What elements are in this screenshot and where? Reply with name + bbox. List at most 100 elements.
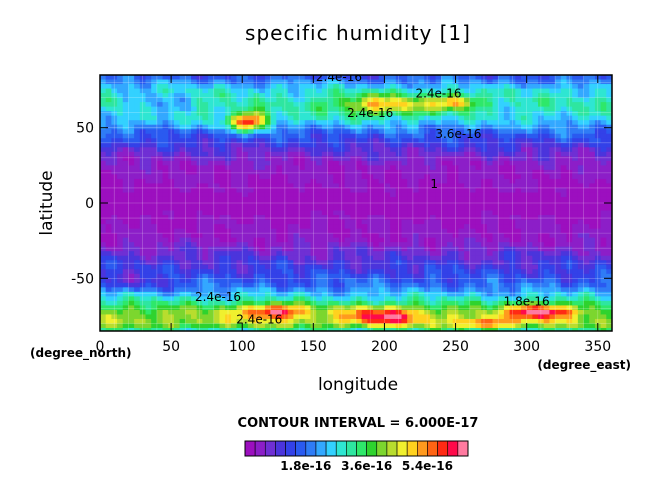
heatmap-cell xyxy=(577,224,585,230)
heatmap-cell xyxy=(378,219,386,225)
heatmap-cell xyxy=(401,97,408,103)
heatmap-cell xyxy=(236,84,243,90)
heatmap-cell xyxy=(549,309,556,316)
heatmap-cell xyxy=(577,255,585,261)
heatmap-cell xyxy=(236,219,243,225)
heatmap-cell xyxy=(441,102,448,108)
heatmap-cell xyxy=(458,151,465,157)
heatmap-cell xyxy=(128,251,135,257)
heatmap-cell xyxy=(139,323,147,329)
heatmap-cell xyxy=(486,133,494,139)
heatmap-cell xyxy=(509,129,516,135)
heatmap-cell xyxy=(185,228,192,234)
heatmap-cell xyxy=(179,84,186,90)
heatmap-cell xyxy=(435,174,442,180)
heatmap-cell xyxy=(356,196,363,203)
heatmap-cell xyxy=(509,106,516,112)
heatmap-cell xyxy=(304,323,312,329)
heatmap-cell xyxy=(253,296,260,302)
heatmap-cell xyxy=(526,314,533,320)
heatmap-cell xyxy=(538,129,545,135)
heatmap-cell xyxy=(384,183,391,189)
heatmap-cell xyxy=(134,169,141,175)
heatmap-cell xyxy=(253,124,260,130)
heatmap-cell xyxy=(145,323,152,329)
heatmap-cell xyxy=(515,251,522,257)
heatmap-cell xyxy=(418,206,425,212)
heatmap-cell xyxy=(225,237,232,243)
heatmap-cell xyxy=(475,115,482,121)
heatmap-cell xyxy=(418,133,425,139)
heatmap-cell xyxy=(458,115,465,121)
heatmap-cell xyxy=(270,111,277,117)
heatmap-cell xyxy=(361,106,368,112)
heatmap-cell xyxy=(515,273,522,279)
heatmap-cell xyxy=(213,88,221,94)
heatmap-cell xyxy=(503,228,511,234)
heatmap-cell xyxy=(384,75,391,81)
heatmap-cell xyxy=(122,296,130,302)
heatmap-cell xyxy=(213,228,221,234)
heatmap-cell xyxy=(361,120,368,126)
heatmap-cell xyxy=(338,206,346,212)
heatmap-cell xyxy=(481,273,488,279)
heatmap-cell xyxy=(435,102,442,108)
heatmap-cell xyxy=(338,305,346,311)
heatmap-cell xyxy=(532,196,539,203)
heatmap-cell xyxy=(498,151,505,157)
heatmap-cell xyxy=(356,84,363,90)
heatmap-cell xyxy=(247,273,255,279)
heatmap-cell xyxy=(384,187,391,194)
heatmap-cell xyxy=(247,327,255,331)
heatmap-cell xyxy=(503,79,511,85)
heatmap-cell xyxy=(412,219,420,225)
heatmap-cell xyxy=(299,142,306,148)
heatmap-cell xyxy=(424,115,431,121)
heatmap-cell xyxy=(282,120,289,126)
heatmap-cell xyxy=(429,237,437,243)
heatmap-cell xyxy=(134,327,141,331)
heatmap-cell xyxy=(293,255,300,261)
heatmap-cell xyxy=(520,237,528,243)
heatmap-cell xyxy=(145,219,152,225)
heatmap-cell xyxy=(259,296,266,302)
heatmap-cell xyxy=(259,215,266,221)
heatmap-cell xyxy=(327,282,334,288)
heatmap-cell xyxy=(452,106,459,112)
heatmap-cell xyxy=(219,169,226,175)
heatmap-cell xyxy=(117,160,124,166)
heatmap-cell xyxy=(492,120,499,126)
heatmap-cell xyxy=(435,133,442,139)
heatmap-cell xyxy=(469,133,477,139)
heatmap-cell xyxy=(520,111,528,117)
heatmap-cell xyxy=(139,174,147,180)
heatmap-cell xyxy=(117,282,124,288)
heatmap-cell xyxy=(418,75,425,81)
heatmap-cell xyxy=(196,210,203,216)
heatmap-cell xyxy=(134,237,141,243)
heatmap-cell xyxy=(134,251,141,257)
heatmap-cell xyxy=(367,183,374,189)
heatmap-cell xyxy=(338,228,346,234)
heatmap-cell xyxy=(429,260,437,266)
heatmap-cell xyxy=(367,233,374,239)
heatmap-cell xyxy=(384,165,391,171)
heatmap-cell xyxy=(310,201,317,207)
heatmap-cell xyxy=(191,323,198,329)
heatmap-cell xyxy=(321,215,329,221)
heatmap-cell xyxy=(293,278,300,284)
heatmap-cell xyxy=(481,269,488,275)
heatmap-cell xyxy=(509,138,516,144)
heatmap-cell xyxy=(401,323,408,329)
heatmap-cell xyxy=(304,327,312,331)
heatmap-cell xyxy=(458,237,465,243)
heatmap-cell xyxy=(469,196,477,203)
heatmap-cell xyxy=(447,129,454,135)
heatmap-cell xyxy=(589,79,596,85)
heatmap-cell xyxy=(555,260,562,266)
heatmap-cell xyxy=(168,183,175,189)
heatmap-cell xyxy=(179,75,186,81)
heatmap-cell xyxy=(390,187,397,194)
heatmap-cell xyxy=(333,296,340,302)
heatmap-cell xyxy=(213,133,221,139)
